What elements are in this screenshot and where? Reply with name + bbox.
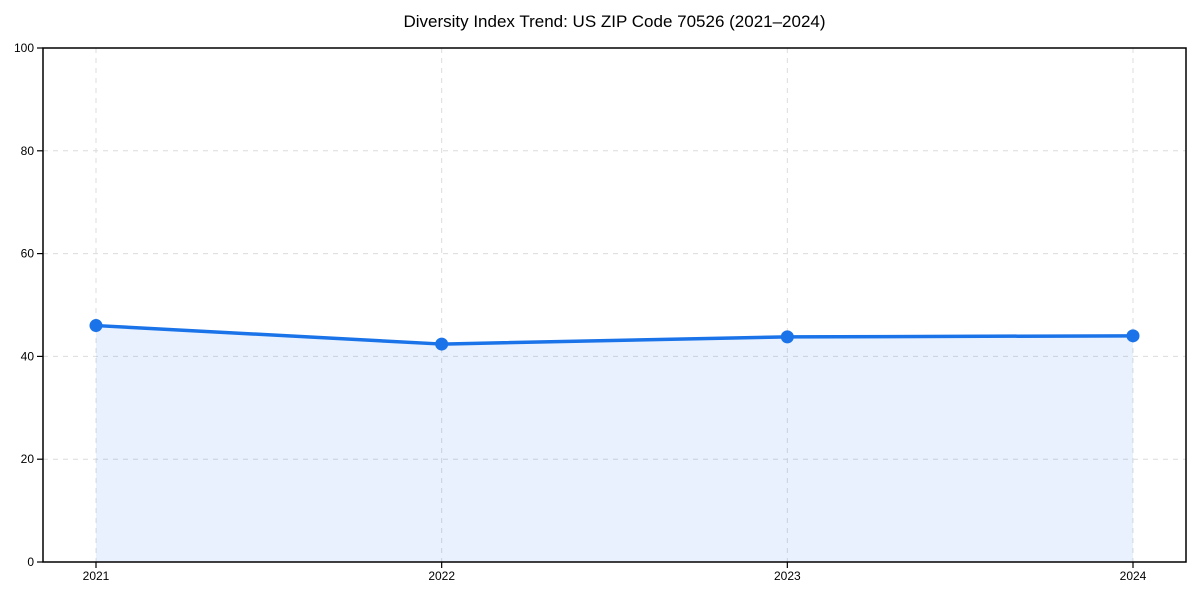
axes-spines	[42, 47, 1187, 563]
data-point-marker	[89, 319, 103, 333]
data-line	[94, 323, 1135, 346]
y-tick-label: 100	[14, 41, 34, 55]
x-tick-label: 2022	[428, 569, 455, 583]
y-tick-label: 60	[21, 247, 35, 261]
x-tick-label: 2024	[1120, 569, 1147, 583]
data-point-marker	[435, 337, 449, 351]
x-tick-label: 2021	[83, 569, 110, 583]
y-tick-label: 80	[21, 144, 35, 158]
y-tick-label: 0	[27, 555, 34, 569]
data-point-marker	[780, 330, 794, 344]
y-tick-label: 40	[21, 349, 35, 363]
x-tick-label: 2023	[774, 569, 801, 583]
chart-title: Diversity Index Trend: US ZIP Code 70526…	[403, 12, 826, 31]
data-point-marker	[1126, 329, 1140, 343]
area-fill	[96, 325, 1133, 562]
y-tick-label: 20	[21, 452, 35, 466]
